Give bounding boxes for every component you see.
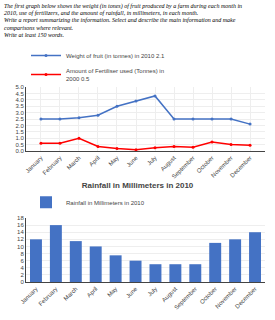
svg-text:0: 0 (20, 279, 24, 285)
svg-text:16: 16 (17, 222, 24, 228)
svg-text:August: August (161, 285, 179, 303)
svg-text:Amount of Fertiliser used (Ton: Amount of Fertiliser used (Tonnes) in200… (66, 68, 164, 82)
svg-text:3.0: 3.0 (15, 110, 24, 116)
svg-text:July: July (146, 155, 158, 167)
svg-text:1.5: 1.5 (15, 129, 24, 135)
svg-text:3.5: 3.5 (15, 103, 24, 109)
svg-text:June: June (125, 285, 139, 299)
svg-text:November: November (214, 286, 238, 310)
svg-text:0.0: 0.0 (15, 148, 24, 154)
svg-text:2: 2 (20, 272, 24, 278)
svg-text:March: March (63, 286, 79, 302)
svg-text:4.5: 4.5 (15, 90, 24, 96)
svg-text:Rainfall in Millimeters in 201: Rainfall in Millimeters in 2010 (82, 181, 194, 190)
svg-text:December: December (234, 286, 258, 310)
svg-text:July: July (146, 286, 158, 298)
svg-text:March: March (66, 155, 82, 171)
svg-text:8: 8 (20, 251, 24, 257)
svg-text:2.0: 2.0 (15, 122, 24, 128)
svg-text:October: October (196, 155, 215, 174)
svg-text:September: September (171, 155, 196, 180)
html-text:The first graph below shows th: The first graph below shows the weight (… (4, 3, 243, 38)
svg-text:January: January (19, 286, 38, 305)
svg-text:Rainfall in Millimeters in 201: Rainfall in Millimeters in 2010 (66, 199, 145, 205)
svg-text:April: April (86, 286, 99, 299)
svg-text:1.0: 1.0 (15, 135, 24, 141)
svg-text:June: June (125, 154, 139, 168)
svg-text:10: 10 (17, 243, 24, 249)
svg-text:November: November (210, 155, 234, 179)
svg-text:April: April (88, 155, 101, 168)
svg-text:February: February (42, 155, 63, 176)
svg-text:2.5: 2.5 (15, 116, 24, 122)
svg-text:4: 4 (20, 265, 24, 271)
svg-text:May: May (106, 286, 118, 298)
svg-text:5.0: 5.0 (15, 84, 24, 90)
svg-text:Weight of fruit (in tonnes) in: Weight of fruit (in tonnes) in 2010 2.1 (66, 53, 165, 59)
svg-text:0.5: 0.5 (15, 142, 24, 148)
svg-text:12: 12 (17, 236, 24, 242)
svg-text:December: December (229, 155, 253, 179)
svg-text:January: January (24, 155, 43, 174)
svg-text:August: August (159, 154, 177, 172)
svg-text:14: 14 (17, 229, 24, 235)
svg-text:6: 6 (20, 258, 24, 264)
svg-text:18: 18 (17, 215, 24, 221)
svg-text:February: February (37, 286, 58, 307)
svg-text:May: May (108, 155, 120, 167)
svg-text:September: September (173, 286, 198, 311)
svg-text:October: October (199, 286, 218, 305)
svg-text:4.0: 4.0 (15, 97, 24, 103)
